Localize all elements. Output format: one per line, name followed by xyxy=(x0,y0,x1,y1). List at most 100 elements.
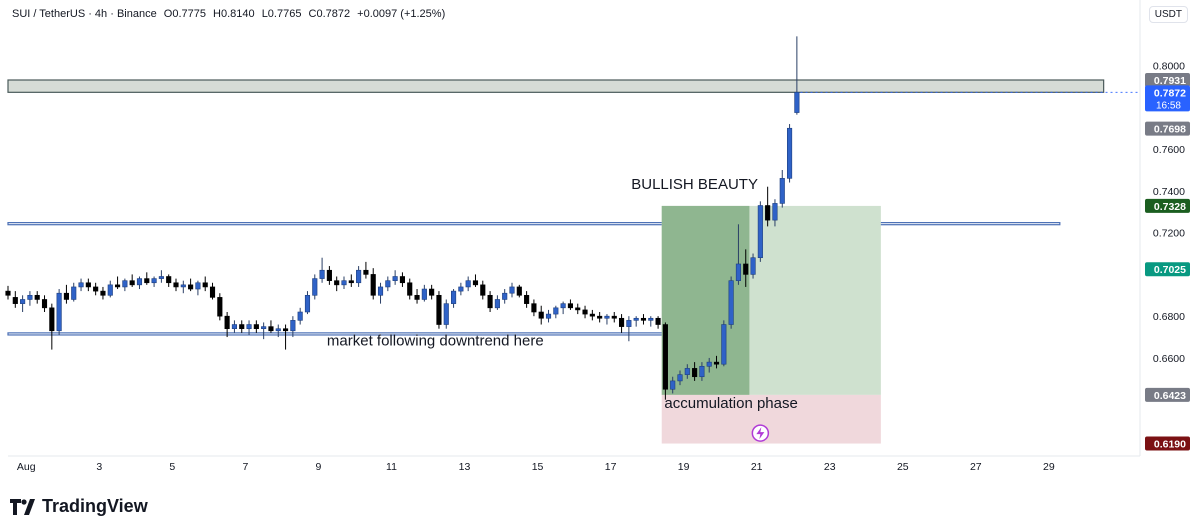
candle-body xyxy=(136,278,143,286)
price-badge-label: 0.7025 xyxy=(1154,264,1186,276)
symbol-name[interactable]: SUI / TetherUS · 4h · Binance xyxy=(12,8,157,20)
candle-body xyxy=(195,282,201,290)
candle-body xyxy=(421,288,427,300)
x-tick-label: 29 xyxy=(1043,461,1055,473)
candle-body xyxy=(34,294,40,300)
open-value: O0.7775 xyxy=(163,8,206,20)
price-badge-label: 0.7872 xyxy=(1154,87,1186,99)
tradingview-logo-icon xyxy=(10,498,35,515)
x-tick-label: 19 xyxy=(678,461,690,473)
candle-body xyxy=(677,374,683,382)
candle-body xyxy=(465,280,471,288)
candle-body xyxy=(253,324,259,330)
target-zone-filled xyxy=(661,205,750,395)
x-tick-label: 25 xyxy=(897,461,909,473)
candle-body xyxy=(538,311,544,319)
candle-body xyxy=(487,294,493,309)
candle-body xyxy=(575,307,581,311)
y-tick-label: 0.6800 xyxy=(1153,311,1185,323)
candle-body xyxy=(399,276,405,284)
candle-body xyxy=(180,284,186,288)
annotation-text: accumulation phase xyxy=(664,395,797,412)
chart-grid xyxy=(8,0,1141,457)
price-badge xyxy=(1145,262,1190,277)
candle-body xyxy=(5,290,11,296)
candle-body xyxy=(582,309,588,315)
x-tick-label: 21 xyxy=(751,461,763,473)
x-tick-label: 23 xyxy=(824,461,836,473)
candle-body xyxy=(239,324,245,330)
candle-body xyxy=(779,178,785,204)
candle-body xyxy=(12,297,18,304)
candle-body xyxy=(794,92,800,113)
candle-body xyxy=(261,326,267,330)
y-tick-label: 0.7200 xyxy=(1153,228,1185,240)
candle-body xyxy=(71,286,77,300)
candle-body xyxy=(202,282,208,288)
candle-body xyxy=(20,299,26,304)
price-badge xyxy=(1145,72,1190,87)
tradingview-logo[interactable]: TradingView xyxy=(10,496,148,517)
chart-annotations: BULLISH BEAUTY market following downtrend… xyxy=(327,176,798,442)
candle-body xyxy=(363,269,369,275)
x-tick-label: 15 xyxy=(532,461,544,473)
candle-body xyxy=(772,203,778,221)
candle-body xyxy=(100,290,106,296)
candle-body xyxy=(655,317,661,325)
candle-body xyxy=(356,269,362,284)
candle-body xyxy=(268,326,274,332)
x-tick-label: Aug xyxy=(17,461,36,473)
candle-body xyxy=(640,317,647,321)
candlesticks xyxy=(5,36,800,400)
annotation-text: market following downtrend here xyxy=(327,332,544,349)
candle-body xyxy=(129,280,135,286)
price-badge-label: 0.6190 xyxy=(1154,439,1186,451)
price-badge xyxy=(1145,436,1190,451)
candle-body xyxy=(567,303,573,309)
candle-body xyxy=(553,307,559,315)
candle-body xyxy=(458,286,464,292)
price-badge xyxy=(1145,198,1190,213)
change-value: +0.0097 (+1.25%) xyxy=(357,8,446,20)
candle-body xyxy=(334,280,340,286)
candle-body xyxy=(472,280,479,286)
candle-body xyxy=(692,368,698,378)
candle-body xyxy=(721,324,727,365)
chart-zones xyxy=(7,79,1140,444)
candle-body xyxy=(341,280,347,286)
y-tick-label: 0.6600 xyxy=(1153,353,1185,365)
candle-body xyxy=(188,284,194,290)
candle-body xyxy=(107,284,113,296)
candle-body xyxy=(560,303,566,309)
candle-body xyxy=(63,292,69,300)
candle-body xyxy=(407,282,413,296)
candle-body xyxy=(85,282,91,288)
currency-button[interactable]: USDT xyxy=(1148,6,1188,23)
high-value: H0.8140 xyxy=(213,8,255,20)
price-badge-label: 0.7328 xyxy=(1154,201,1186,213)
time-axis[interactable]: Aug 3 5 7 9 11 13 15 17 19 21 23 25 27 29 xyxy=(17,461,1055,473)
price-badge xyxy=(1145,121,1190,136)
candle-body xyxy=(443,303,449,325)
symbol-legend: SUI / TetherUS · 4h · Binance O0.7775 H0… xyxy=(12,8,449,20)
candle-body xyxy=(56,292,62,332)
candle-body xyxy=(385,280,391,288)
candle-body xyxy=(414,294,420,300)
close-value: C0.7872 xyxy=(308,8,351,20)
y-tick-label: 0.8000 xyxy=(1153,61,1185,73)
candle-body xyxy=(158,276,164,279)
candle-body xyxy=(706,361,712,367)
candle-body xyxy=(713,361,720,365)
price-axis[interactable]: 0.6600 0.6800 0.7200 0.7400 0.7600 0.8000 0.79… xyxy=(1145,61,1190,451)
x-tick-label: 5 xyxy=(169,461,175,473)
candle-body xyxy=(275,328,281,332)
candle-body xyxy=(545,313,552,319)
support-line xyxy=(7,222,1061,226)
y-tick-label: 0.7400 xyxy=(1153,186,1185,198)
x-tick-label: 27 xyxy=(970,461,982,473)
candle-body xyxy=(115,284,121,288)
candle-body xyxy=(429,288,435,296)
candle-body xyxy=(392,276,398,281)
candle-body xyxy=(750,257,756,275)
